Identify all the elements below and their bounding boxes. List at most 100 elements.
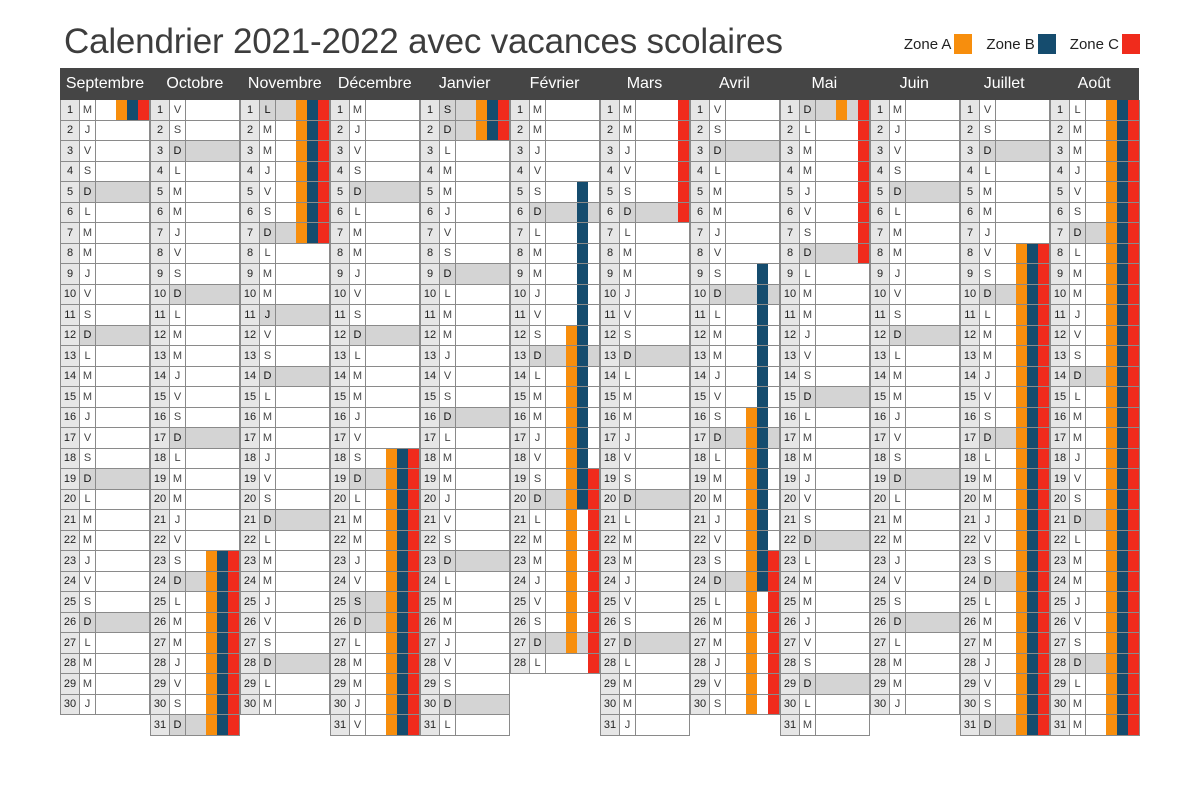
day-number: 5 — [240, 182, 260, 202]
day-note-space — [276, 387, 330, 407]
day-row: 25 V — [600, 592, 690, 613]
zone-c-vacation-bar — [858, 120, 869, 140]
day-row: 24 M — [780, 571, 870, 592]
day-note-space — [1086, 612, 1140, 632]
day-number: 12 — [1050, 325, 1070, 345]
day-note-space — [1086, 428, 1140, 448]
day-note-space — [906, 489, 960, 509]
day-row: 29 V — [960, 674, 1050, 695]
zone-b-vacation-bar — [1027, 243, 1038, 263]
zone-b-vacation-bar — [757, 530, 768, 550]
day-number: 31 — [600, 715, 620, 735]
zone-c-vacation-bar — [1038, 428, 1049, 448]
day-row: 12 D — [330, 325, 420, 346]
weekday-letter: M — [260, 551, 276, 571]
weekday-letter: S — [800, 366, 816, 386]
weekday-letter: L — [530, 510, 546, 530]
weekday-letter: S — [170, 694, 186, 714]
weekday-letter: J — [530, 428, 546, 448]
zone-c-vacation-bar — [1128, 387, 1139, 407]
zone-b-vacation-bar — [1117, 141, 1128, 161]
day-row: 20 V — [780, 489, 870, 510]
day-number: 17 — [960, 428, 980, 448]
weekday-letter: M — [1070, 715, 1086, 735]
weekday-letter: J — [350, 120, 366, 140]
day-number: 26 — [330, 612, 350, 632]
weekday-letter: M — [440, 182, 456, 202]
weekday-letter: M — [620, 264, 636, 284]
day-note-space — [906, 510, 960, 530]
day-number: 14 — [690, 366, 710, 386]
day-number: 2 — [780, 120, 800, 140]
day-note-space — [636, 428, 690, 448]
zone-b-vacation-bar — [1117, 694, 1128, 714]
day-note-space — [996, 141, 1050, 161]
day-number: 4 — [420, 161, 440, 181]
day-number: 10 — [150, 284, 170, 304]
day-note-space — [456, 305, 510, 325]
weekday-letter: M — [440, 448, 456, 468]
day-note-space — [456, 653, 510, 673]
day-number: 14 — [1050, 366, 1070, 386]
day-note-space — [816, 100, 870, 120]
weekday-letter: M — [350, 223, 366, 243]
zone-c-vacation-bar — [768, 571, 779, 591]
day-number: 29 — [780, 674, 800, 694]
weekday-letter: M — [80, 674, 96, 694]
zone-a-vacation-bar — [1106, 100, 1117, 120]
zone-a-vacation-bar — [206, 694, 217, 714]
day-number: 9 — [150, 264, 170, 284]
weekday-letter: M — [710, 469, 726, 489]
day-note-space — [726, 694, 780, 714]
zone-a-vacation-bar — [386, 694, 397, 714]
day-row: 23 M — [240, 551, 330, 572]
zone-a-vacation-bar — [206, 551, 217, 571]
weekday-letter: S — [980, 120, 996, 140]
zone-a-vacation-bar — [566, 448, 577, 468]
day-note-space — [1086, 530, 1140, 550]
weekday-letter: J — [800, 325, 816, 345]
weekday-letter: S — [260, 633, 276, 653]
day-note-space — [96, 305, 150, 325]
day-number: 2 — [690, 120, 710, 140]
day-row: 20 L — [330, 489, 420, 510]
day-number: 14 — [780, 366, 800, 386]
day-number: 21 — [960, 510, 980, 530]
day-note-space — [996, 182, 1050, 202]
zone-b-vacation-bar — [757, 510, 768, 530]
weekday-letter: V — [350, 284, 366, 304]
day-note-space — [906, 428, 960, 448]
day-number: 30 — [150, 694, 170, 714]
day-note-space — [1086, 346, 1140, 366]
zone-c-swatch — [1122, 34, 1140, 54]
weekday-letter: V — [260, 612, 276, 632]
day-row: 25 M — [420, 592, 510, 613]
day-number: 1 — [150, 100, 170, 120]
day-number: 16 — [60, 407, 80, 427]
day-note-space — [906, 100, 960, 120]
day-number: 27 — [690, 633, 710, 653]
day-row: 24 M — [1050, 571, 1140, 592]
day-note-space — [1086, 243, 1140, 263]
day-note-space — [186, 510, 240, 530]
weekday-letter: L — [620, 653, 636, 673]
weekday-letter: D — [890, 325, 906, 345]
day-number: 16 — [780, 407, 800, 427]
day-number: 30 — [960, 694, 980, 714]
weekday-letter: J — [350, 694, 366, 714]
zone-a-vacation-bar — [1106, 284, 1117, 304]
day-row: 22 V — [690, 530, 780, 551]
day-note-space — [186, 202, 240, 222]
zone-c-vacation-bar — [678, 182, 689, 202]
zone-a-vacation-bar — [386, 633, 397, 653]
day-note-space — [366, 120, 420, 140]
weekday-letter: M — [440, 592, 456, 612]
weekday-letter: M — [350, 243, 366, 263]
day-note-space — [186, 592, 240, 612]
